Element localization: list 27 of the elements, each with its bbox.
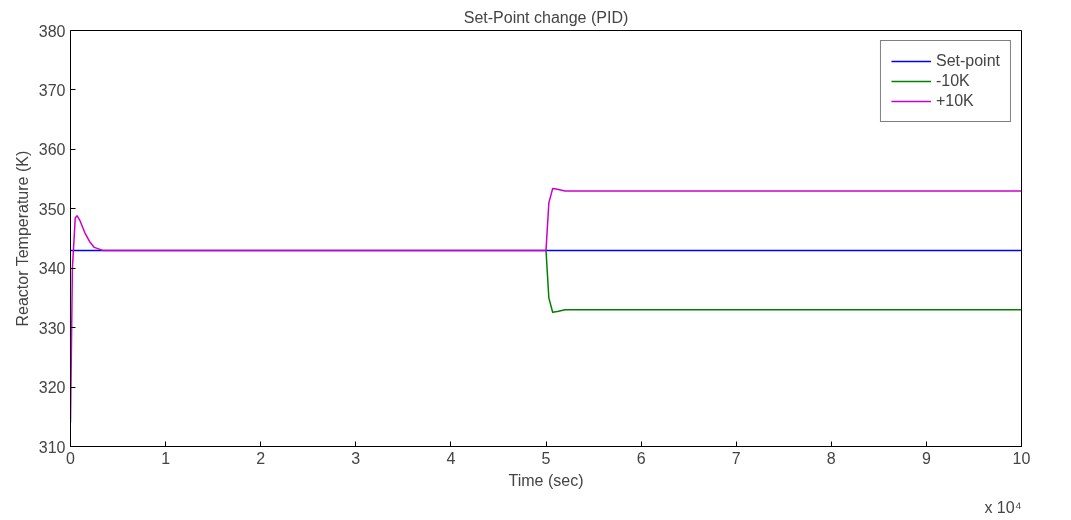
x-tick-label: 4 xyxy=(446,449,456,467)
x-tick-label: 10 xyxy=(1012,449,1031,467)
legend-label: -10K xyxy=(935,72,970,90)
y-tick-label: 310 xyxy=(38,438,66,456)
x-tick-label: 5 xyxy=(541,449,551,467)
y-tick-label: 350 xyxy=(38,200,66,218)
x-tick-label: 0 xyxy=(66,449,76,467)
y-tick-label: 330 xyxy=(38,319,66,337)
line-series xyxy=(545,249,1022,313)
x-tick-label: 8 xyxy=(826,449,836,467)
x-tick-label: 7 xyxy=(731,449,741,467)
y-tick-label: 320 xyxy=(38,379,66,397)
y-axis-title: Reactor Temperature (K) xyxy=(13,150,31,327)
chart-title: Set-Point change (PID) xyxy=(463,8,629,26)
legend-label: +10K xyxy=(935,92,974,110)
x-tick-label: 6 xyxy=(636,449,646,467)
x-tick-label: 3 xyxy=(351,449,361,467)
x-tick-label: 1 xyxy=(161,449,171,467)
text: x 10⁴ xyxy=(984,498,1022,516)
x-tick-label: 2 xyxy=(256,449,266,467)
x-tick-label: 9 xyxy=(921,449,931,467)
x-axis-title: Time (sec) xyxy=(508,471,584,489)
y-tick-label: 340 xyxy=(38,260,66,278)
y-tick-label: 380 xyxy=(38,22,66,40)
y-tick-label: 360 xyxy=(38,141,66,159)
y-tick-label: 370 xyxy=(38,81,66,99)
legend-label: Set-point xyxy=(935,52,1000,70)
